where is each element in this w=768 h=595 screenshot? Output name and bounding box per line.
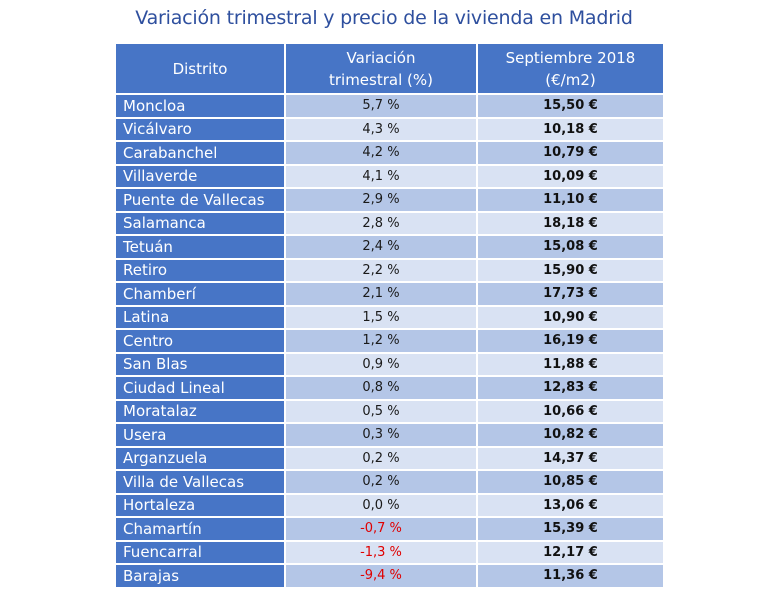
price-cell: 10,90 € xyxy=(478,304,663,328)
table-row: Latina 1,5 % 10,90 € xyxy=(116,304,663,328)
district-cell: Barajas xyxy=(116,563,286,587)
header-district: Distrito xyxy=(116,44,286,93)
price-cell: 15,90 € xyxy=(478,257,663,281)
district-cell: Villaverde xyxy=(116,163,286,187)
price-cell: 15,50 € xyxy=(478,93,663,117)
table-row: Barajas -9,4 % 11,36 € xyxy=(116,563,663,587)
variation-cell: 0,3 % xyxy=(286,422,478,446)
table-row: Puente de Vallecas 2,9 % 11,10 € xyxy=(116,187,663,211)
header-price-line2: (€/m2) xyxy=(545,70,596,89)
housing-price-table: Distrito Variación trimestral (%) Septie… xyxy=(116,44,663,587)
table-row: Chamberí 2,1 % 17,73 € xyxy=(116,281,663,305)
variation-cell: 0,2 % xyxy=(286,469,478,493)
header-variation: Variación trimestral (%) xyxy=(286,44,478,93)
district-cell: Villa de Vallecas xyxy=(116,469,286,493)
price-cell: 15,08 € xyxy=(478,234,663,258)
header-price-line1: Septiembre 2018 xyxy=(505,48,636,67)
variation-cell: -9,4 % xyxy=(286,563,478,587)
price-cell: 15,39 € xyxy=(478,516,663,540)
header-district-label: Distrito xyxy=(172,59,228,78)
variation-cell: 4,3 % xyxy=(286,116,478,140)
header-price: Septiembre 2018 (€/m2) xyxy=(478,44,663,93)
district-cell: Puente de Vallecas xyxy=(116,187,286,211)
table-row: Tetuán 2,4 % 15,08 € xyxy=(116,234,663,258)
table-row: Villa de Vallecas 0,2 % 10,85 € xyxy=(116,469,663,493)
price-cell: 10,85 € xyxy=(478,469,663,493)
district-cell: Latina xyxy=(116,304,286,328)
district-cell: Chamberí xyxy=(116,281,286,305)
variation-cell: 5,7 % xyxy=(286,93,478,117)
table-row: Usera 0,3 % 10,82 € xyxy=(116,422,663,446)
district-cell: Centro xyxy=(116,328,286,352)
price-cell: 10,66 € xyxy=(478,398,663,422)
price-cell: 10,79 € xyxy=(478,140,663,164)
district-cell: Salamanca xyxy=(116,210,286,234)
variation-cell: 0,9 % xyxy=(286,351,478,375)
district-cell: Moncloa xyxy=(116,93,286,117)
table-row: Carabanchel 4,2 % 10,79 € xyxy=(116,140,663,164)
header-variation-line2: trimestral (%) xyxy=(328,70,433,89)
district-cell: Vicálvaro xyxy=(116,116,286,140)
district-cell: Carabanchel xyxy=(116,140,286,164)
price-cell: 17,73 € xyxy=(478,281,663,305)
table-body: Moncloa 5,7 % 15,50 € Vicálvaro 4,3 % 10,18 €… xyxy=(116,93,663,587)
price-cell: 10,18 € xyxy=(478,116,663,140)
district-cell: San Blas xyxy=(116,351,286,375)
price-cell: 18,18 € xyxy=(478,210,663,234)
price-cell: 11,36 € xyxy=(478,563,663,587)
price-cell: 11,88 € xyxy=(478,351,663,375)
district-cell: Arganzuela xyxy=(116,445,286,469)
table-row: Salamanca 2,8 % 18,18 € xyxy=(116,210,663,234)
variation-cell: -1,3 % xyxy=(286,539,478,563)
chart-title: Variación trimestral y precio de la vivi… xyxy=(135,7,633,29)
district-cell: Usera xyxy=(116,422,286,446)
header-variation-line1: Variación xyxy=(346,48,416,67)
variation-cell: 0,2 % xyxy=(286,445,478,469)
variation-cell: 2,2 % xyxy=(286,257,478,281)
district-cell: Fuencarral xyxy=(116,539,286,563)
table-row: Fuencarral -1,3 % 12,17 € xyxy=(116,539,663,563)
price-cell: 16,19 € xyxy=(478,328,663,352)
variation-cell: 2,4 % xyxy=(286,234,478,258)
district-cell: Moratalaz xyxy=(116,398,286,422)
table-row: Villaverde 4,1 % 10,09 € xyxy=(116,163,663,187)
variation-cell: 2,8 % xyxy=(286,210,478,234)
table-row: Hortaleza 0,0 % 13,06 € xyxy=(116,492,663,516)
district-cell: Tetuán xyxy=(116,234,286,258)
price-cell: 12,17 € xyxy=(478,539,663,563)
table-row: San Blas 0,9 % 11,88 € xyxy=(116,351,663,375)
variation-cell: 1,5 % xyxy=(286,304,478,328)
table-row: Chamartín -0,7 % 15,39 € xyxy=(116,516,663,540)
table-row: Arganzuela 0,2 % 14,37 € xyxy=(116,445,663,469)
variation-cell: 0,0 % xyxy=(286,492,478,516)
district-cell: Retiro xyxy=(116,257,286,281)
district-cell: Chamartín xyxy=(116,516,286,540)
table-row: Retiro 2,2 % 15,90 € xyxy=(116,257,663,281)
table-row: Vicálvaro 4,3 % 10,18 € xyxy=(116,116,663,140)
variation-cell: -0,7 % xyxy=(286,516,478,540)
variation-cell: 2,9 % xyxy=(286,187,478,211)
price-cell: 14,37 € xyxy=(478,445,663,469)
district-cell: Ciudad Lineal xyxy=(116,375,286,399)
table-row: Centro 1,2 % 16,19 € xyxy=(116,328,663,352)
price-cell: 10,82 € xyxy=(478,422,663,446)
variation-cell: 4,2 % xyxy=(286,140,478,164)
price-cell: 11,10 € xyxy=(478,187,663,211)
table-row: Ciudad Lineal 0,8 % 12,83 € xyxy=(116,375,663,399)
variation-cell: 2,1 % xyxy=(286,281,478,305)
district-cell: Hortaleza xyxy=(116,492,286,516)
variation-cell: 1,2 % xyxy=(286,328,478,352)
price-cell: 13,06 € xyxy=(478,492,663,516)
table-header-row: Distrito Variación trimestral (%) Septie… xyxy=(116,44,663,93)
variation-cell: 4,1 % xyxy=(286,163,478,187)
variation-cell: 0,5 % xyxy=(286,398,478,422)
price-cell: 10,09 € xyxy=(478,163,663,187)
price-cell: 12,83 € xyxy=(478,375,663,399)
table-row: Moncloa 5,7 % 15,50 € xyxy=(116,93,663,117)
variation-cell: 0,8 % xyxy=(286,375,478,399)
table-row: Moratalaz 0,5 % 10,66 € xyxy=(116,398,663,422)
